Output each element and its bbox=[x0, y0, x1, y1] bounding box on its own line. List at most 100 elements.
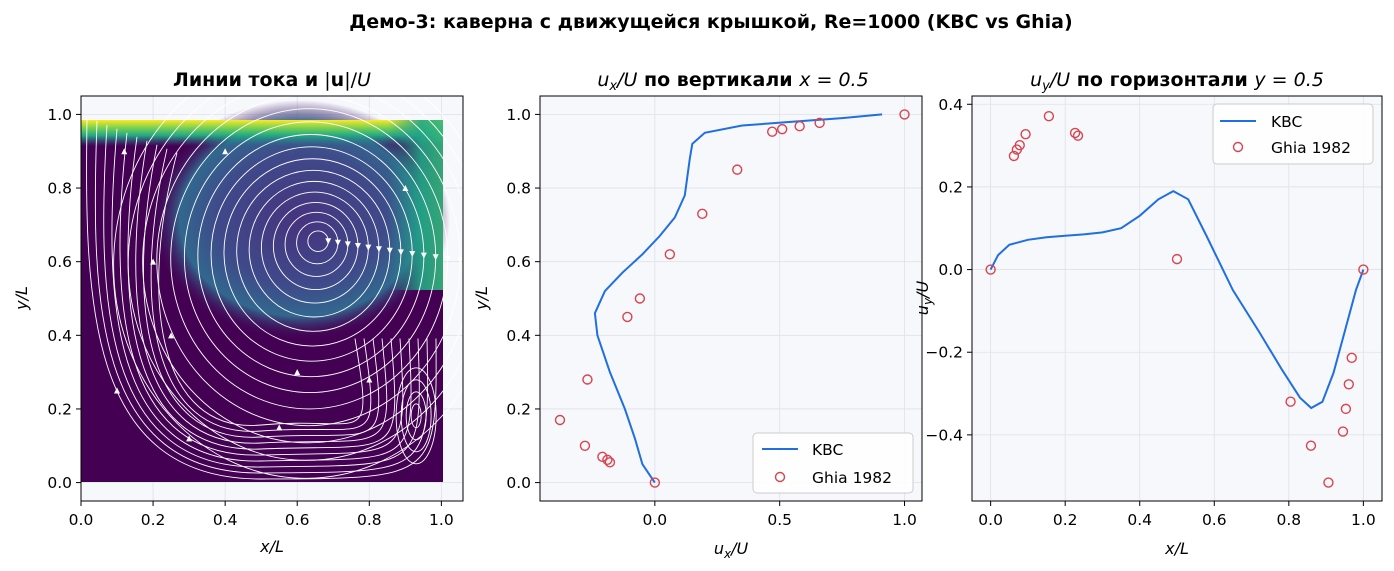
ghia-point bbox=[794, 120, 805, 132]
ghia-point bbox=[732, 164, 743, 175]
streamline-arrow bbox=[482, 261, 488, 267]
streamline-arrow bbox=[121, 148, 128, 155]
x-tick-label: 0.2 bbox=[1053, 511, 1078, 529]
ghia-point bbox=[1014, 140, 1025, 151]
y-tick-label: −0.2 bbox=[925, 344, 963, 362]
y-tick-label: 0.2 bbox=[938, 178, 963, 196]
x-axis-label: ux/U bbox=[714, 539, 749, 561]
streamline-arrow bbox=[402, 185, 409, 192]
title-U: /U bbox=[1048, 69, 1070, 91]
ghia-point bbox=[697, 208, 708, 220]
panel-ux-profile: 0.0 0.5 1.00.00.20.40.60.81.0 ux/U по верт… bbox=[472, 69, 923, 561]
streamline-arrow bbox=[294, 369, 301, 376]
legend-ghia-label: Ghia 1982 bbox=[812, 469, 892, 487]
streamline bbox=[127, 136, 396, 450]
streamline-arrow bbox=[168, 332, 175, 339]
legend-ghia-swatch bbox=[774, 471, 786, 483]
ghia-point bbox=[1346, 352, 1357, 364]
x-tick-label: 0.0 bbox=[69, 511, 94, 529]
streamline-arrow bbox=[470, 259, 476, 265]
ghia-point bbox=[1043, 110, 1055, 122]
ghia-point bbox=[1358, 264, 1369, 275]
heatmap-lid-region bbox=[81, 120, 443, 146]
ghia-point bbox=[814, 117, 825, 129]
streamline-arrow bbox=[186, 435, 193, 442]
x-tick-label: 0.2 bbox=[141, 511, 166, 529]
x-tick-label: 1.0 bbox=[429, 511, 454, 529]
y-tick-label: 0.0 bbox=[506, 474, 531, 492]
panel-title-bold: Линии тока и bbox=[173, 69, 318, 91]
axis-ticks: 0.0 0.2 0.4 0.6 0.8 1.0 −0.4 −0.2 0.0 0.2 0.4 bbox=[925, 96, 1375, 529]
y-tick-label: 0.4 bbox=[938, 96, 963, 114]
title-var: u bbox=[1030, 69, 1042, 91]
ghia-point bbox=[604, 457, 616, 468]
streamline-arrow bbox=[150, 258, 157, 265]
x-axis-label: x/L bbox=[259, 537, 284, 556]
x-tick-label: 0.8 bbox=[357, 511, 382, 529]
streamline bbox=[395, 367, 437, 465]
ghia-point bbox=[597, 451, 608, 463]
x-tick-label: 1.0 bbox=[892, 511, 917, 529]
panel-streamlines: 0.0 0.2 0.4 0.6 0.8 1.0 0.0 0.2 0.4 0.6 0.8 1.0 Лин… bbox=[12, 69, 501, 556]
streamline-arrow bbox=[222, 148, 229, 155]
y-tick-label: 0.6 bbox=[506, 253, 531, 271]
ghia-point bbox=[602, 454, 613, 465]
y-tick-label: 0.6 bbox=[47, 253, 72, 271]
ghia-point bbox=[776, 123, 788, 135]
streamline bbox=[135, 140, 388, 444]
ghia-point bbox=[1072, 130, 1084, 141]
y-tick-label: 0.2 bbox=[506, 400, 531, 418]
y-tick-label: 0.4 bbox=[47, 327, 72, 345]
ghia-point bbox=[1171, 253, 1183, 265]
y-axis-label: y/L bbox=[12, 286, 31, 311]
legend: KBC Ghia 1982 bbox=[1212, 103, 1374, 165]
axes-frame bbox=[539, 95, 923, 502]
streamline bbox=[142, 96, 463, 444]
streamline-arrow bbox=[409, 250, 416, 257]
title-u: u bbox=[331, 69, 345, 91]
y-tick-label: 0.0 bbox=[47, 474, 72, 492]
streamline-arrow bbox=[276, 424, 283, 431]
x-tick-label: 0.4 bbox=[1127, 511, 1152, 529]
streamline-arrow bbox=[444, 255, 451, 262]
x-axis-label: x/L bbox=[1164, 539, 1189, 558]
figure-suptitle: Демо-3: каверна с движущейся крышкой, Re… bbox=[349, 11, 1072, 33]
streamline bbox=[119, 132, 404, 456]
streamline-arrow bbox=[365, 244, 372, 251]
heatmap bbox=[81, 96, 501, 482]
ghia-point bbox=[1008, 150, 1020, 162]
series-kbc-line bbox=[593, 113, 883, 484]
title-eq: y = 0.5 bbox=[1253, 69, 1323, 91]
x-tick-label: 0.8 bbox=[1276, 511, 1301, 529]
ghia-point bbox=[985, 264, 996, 275]
ghia-point bbox=[664, 249, 676, 260]
title-bold: по горизонтали bbox=[1070, 69, 1254, 91]
ghia-point bbox=[1020, 129, 1031, 140]
streamline bbox=[86, 116, 437, 480]
x-tick-label: 0.6 bbox=[285, 511, 310, 529]
title-sub: x bbox=[608, 79, 617, 94]
y-tick-label: 0.0 bbox=[938, 261, 963, 279]
streamline-arrow bbox=[457, 257, 463, 264]
legend-kbc-label: KBC bbox=[812, 441, 843, 459]
ghia-point bbox=[1285, 396, 1296, 407]
ghia-point bbox=[622, 311, 633, 323]
y-tick-label: 0.8 bbox=[506, 180, 531, 198]
streamline-arrow bbox=[495, 262, 501, 268]
title-sub: y bbox=[1041, 79, 1050, 94]
ghia-point bbox=[554, 414, 566, 426]
legend: KBC Ghia 1982 bbox=[752, 432, 914, 494]
streamline-arrow bbox=[375, 246, 382, 253]
legend-box bbox=[1212, 103, 1374, 165]
legend-ghia-swatch bbox=[1232, 141, 1244, 153]
title-bold: по вертикали bbox=[637, 69, 799, 91]
y-axis-label: uy/U bbox=[913, 281, 935, 316]
y-tick-label: −0.4 bbox=[925, 426, 963, 444]
streamline-arrow bbox=[386, 247, 393, 254]
xlabel-rest: /U bbox=[729, 539, 748, 558]
streamline-arrow bbox=[325, 238, 332, 245]
legend-kbc-label: KBC bbox=[1271, 113, 1302, 131]
x-tick-label: 0.6 bbox=[1202, 511, 1227, 529]
y-tick-label: 1.0 bbox=[506, 106, 531, 124]
streamline-arrow bbox=[114, 387, 121, 394]
